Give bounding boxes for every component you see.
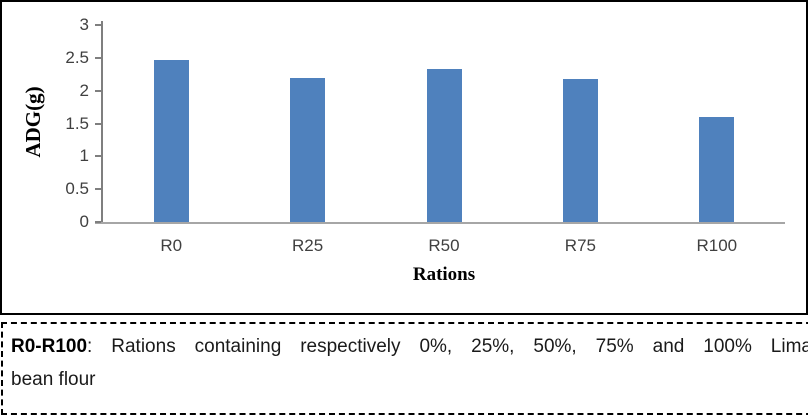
y-axis-line (101, 21, 103, 222)
caption-text: : Rations containing respectively 0%, 25… (87, 336, 808, 357)
x-category-label: R75 (564, 236, 596, 255)
x-category-label: R0 (160, 236, 183, 255)
x-category-label: R100 (696, 236, 738, 255)
y-tick-label: 2.5 (65, 47, 89, 67)
plot-area: 0 0.5 1 1.5 2 2.5 3 R0 R25 R50 R75 R100 (65, 16, 785, 255)
y-tick-label: 3 (79, 15, 89, 34)
y-axis-tick (95, 122, 101, 125)
bar-R50 (426, 69, 462, 222)
bar-R75 (562, 78, 598, 222)
y-tick-label: 1.5 (65, 113, 89, 133)
x-axis-title: Rations (412, 264, 476, 285)
y-tick-label: 0 (79, 212, 89, 231)
bar-R100 (699, 116, 735, 222)
x-axis-line (95, 222, 785, 224)
figure-caption: R0-R100: Rations containing respectively… (1, 322, 808, 415)
y-axis-tick (95, 155, 101, 158)
y-axis-tick (95, 89, 101, 92)
y-tick-label: 1 (79, 146, 89, 166)
y-axis-tick (95, 221, 101, 223)
caption-line-1: R0-R100: Rations containing respectively… (11, 330, 808, 363)
x-category-label: R50 (428, 236, 460, 255)
y-axis-tick (95, 56, 101, 59)
y-tick-label: 2 (79, 80, 89, 100)
bar-chart-panel: ADG(g) 0 0.5 1 1.5 2 2.5 3 R0 R25 R50 R75 R100 Rati… (0, 0, 808, 315)
x-category-label: R25 (292, 236, 324, 255)
bar-R25 (290, 77, 326, 222)
y-axis-tick (95, 24, 101, 26)
y-tick-label: 0.5 (65, 179, 89, 199)
y-axis-tick (95, 188, 101, 191)
caption-term: R0-R100 (11, 336, 88, 357)
caption-line-2: bean flour (11, 369, 96, 390)
bar-R0 (153, 59, 189, 222)
